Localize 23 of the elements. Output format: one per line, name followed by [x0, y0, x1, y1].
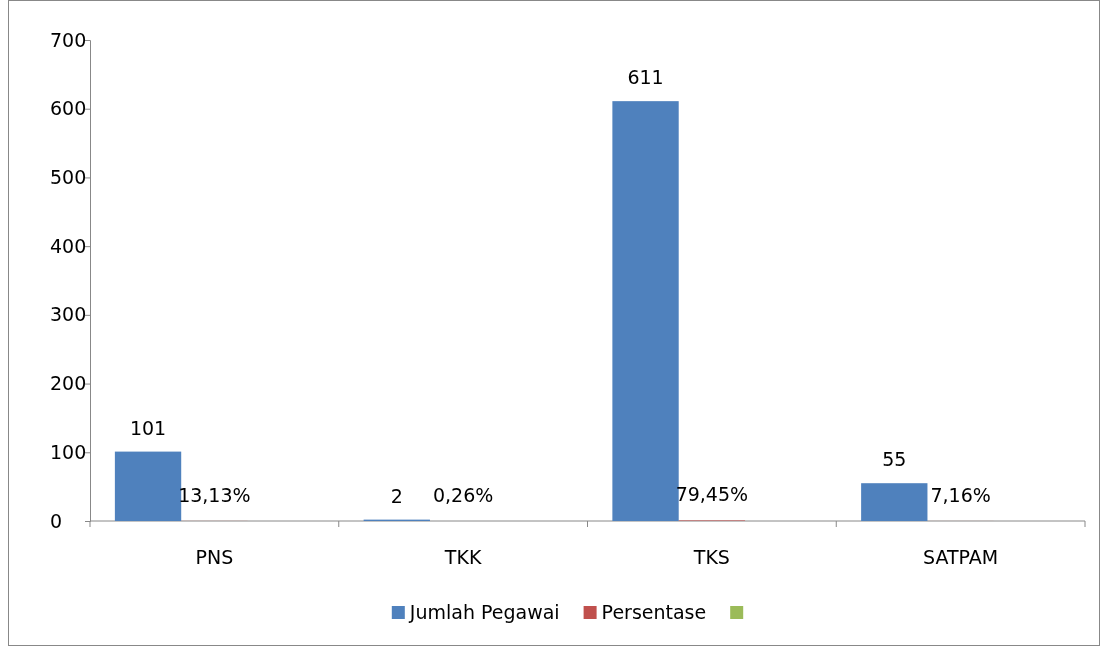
y-tick-label: 500 — [50, 166, 87, 189]
y-tick-label: 100 — [50, 440, 87, 463]
y-tick-label: 600 — [50, 97, 87, 120]
bar — [612, 101, 679, 521]
y-tick-label: 0 — [50, 509, 63, 532]
data-label: 101 — [129, 416, 167, 439]
legend-label: Persentase — [601, 601, 707, 623]
bar — [861, 483, 928, 521]
y-tick-label: 200 — [50, 372, 87, 395]
data-label: 7,16% — [930, 483, 991, 506]
data-label: 2 — [390, 484, 403, 507]
x-tick-label: TKK — [443, 546, 482, 568]
y-tick-label: 700 — [50, 28, 87, 51]
y-tick-label: 300 — [50, 303, 87, 326]
legend-label: Jumlah Pegawai — [408, 601, 560, 623]
data-label: 0,26% — [432, 484, 494, 506]
data-label: 611 — [627, 66, 664, 89]
data-label: 55 — [882, 448, 907, 471]
x-tick-label: PNS — [195, 546, 234, 568]
y-tick-label: 400 — [50, 234, 87, 257]
x-tick-label: SATPAM — [923, 546, 999, 568]
x-tick-label: TKS — [692, 546, 730, 568]
bar — [114, 451, 182, 521]
